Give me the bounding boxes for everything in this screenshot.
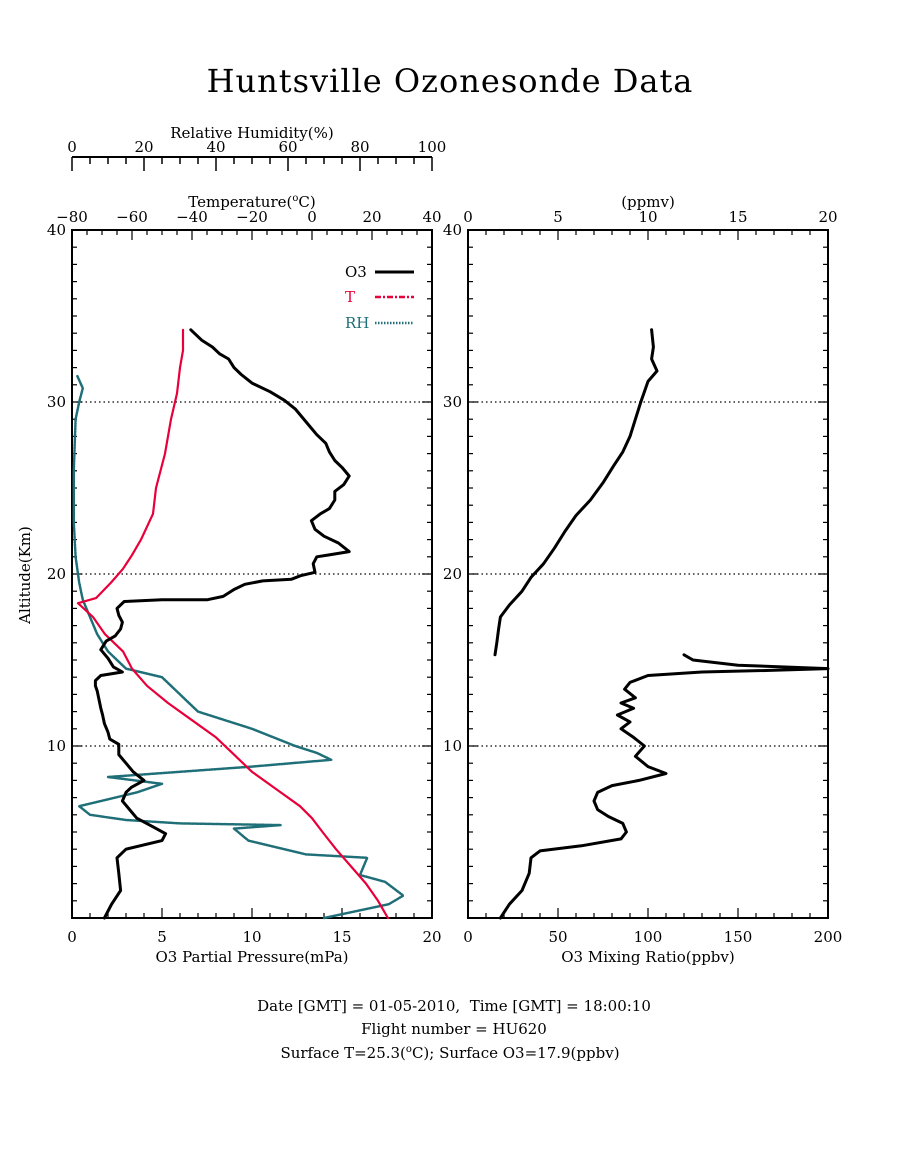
footer-surface-values: Surface T=25.3(oC); Surface O3=17.9(ppbv… [280,1044,619,1062]
temperature-label-suffix: C) [298,193,315,211]
mixing-ratio-xtick-label: 150 [724,928,753,946]
rh-xtick-label: 40 [206,138,225,156]
footer-surface-suffix: C); Surface O3=17.9(ppbv) [412,1044,620,1062]
rh-xtick-label: 80 [350,138,369,156]
rh-xtick-label: 100 [418,138,447,156]
o3-pressure-xtick-label: 10 [242,928,261,946]
mixing-ratio-xtick-label: 0 [463,928,473,946]
o3-pressure-xtick-label: 0 [67,928,77,946]
right-ytick-label: 40 [443,221,462,239]
rh-xtick-label: 20 [134,138,153,156]
mixing-ratio-xtick-label: 200 [814,928,843,946]
footer-surface-degree: o [406,1044,412,1055]
legend: O3 T RH [345,263,414,332]
left-ytick-label: 40 [47,221,66,239]
ppmv-axis-label: (ppmv) [621,193,675,211]
legend-label-rh: RH [345,314,369,332]
footer-flight-number: Flight number = HU620 [361,1020,547,1038]
legend-label-t: T [345,288,355,306]
rh-xtick-label: 0 [67,138,77,156]
temperature-xtick-label: −40 [176,208,208,226]
chart-title: Huntsville Ozonesonde Data [207,62,694,100]
o3-mixing-ratio-ppbv-line [498,653,830,920]
footer-surface-prefix: Surface T=25.3( [280,1044,405,1062]
ppmv-xtick-label: 5 [553,208,563,226]
right-ytick-label: 10 [443,737,462,755]
ppmv-xtick-label: 15 [728,208,747,226]
o3-pressure-xtick-label: 5 [157,928,167,946]
o3-partial-pressure-line [93,328,351,920]
left-ytick-label: 30 [47,393,66,411]
o3-pressure-xtick-label: 15 [332,928,351,946]
temperature-xtick-label: −20 [236,208,268,226]
temperature-label-degree: o [292,193,298,204]
o3-pressure-xtick-label: 20 [422,928,441,946]
altitude-axis-label: Altitude(Km) [16,526,34,625]
rh-profile-line [72,374,405,920]
rh-xtick-label: 60 [278,138,297,156]
right-ytick-label: 20 [443,565,462,583]
rh-axis-label: Relative Humidity(%) [170,124,333,142]
legend-label-o3: O3 [345,263,367,281]
footer-date-time: Date [GMT] = 01-05-2010, Time [GMT] = 18… [257,997,651,1015]
temperature-label-prefix: Temperature( [188,193,292,211]
temperature-xtick-label: −60 [116,208,148,226]
temperature-xtick-label: 0 [307,208,317,226]
o3-mixing-ratio-ppmv-line [493,328,659,657]
footer: Date [GMT] = 01-05-2010, Time [GMT] = 18… [257,997,651,1062]
ppmv-xtick-label: 0 [463,208,473,226]
ppmv-xtick-label: 10 [638,208,657,226]
o3-partial-pressure-label: O3 Partial Pressure(mPa) [155,948,348,966]
o3-mixing-ratio-label: O3 Mixing Ratio(ppbv) [561,948,734,966]
left-ytick-label: 10 [47,737,66,755]
left-ytick-label: 20 [47,565,66,583]
temperature-xtick-label: 40 [422,208,441,226]
temperature-xtick-label: 20 [362,208,381,226]
temperature-xtick-label: −80 [56,208,88,226]
right-ytick-label: 30 [443,393,462,411]
mixing-ratio-xtick-label: 50 [548,928,567,946]
temperature-axis-label: Temperature(oC) [188,193,316,211]
temperature-profile-line [76,328,389,920]
ppmv-xtick-label: 20 [818,208,837,226]
mixing-ratio-xtick-label: 100 [634,928,663,946]
left-panel: 10 20 30 40 0 5 10 15 20 −80 −60 −40 −20 0 20 40 0 20 40 6… [16,124,446,966]
